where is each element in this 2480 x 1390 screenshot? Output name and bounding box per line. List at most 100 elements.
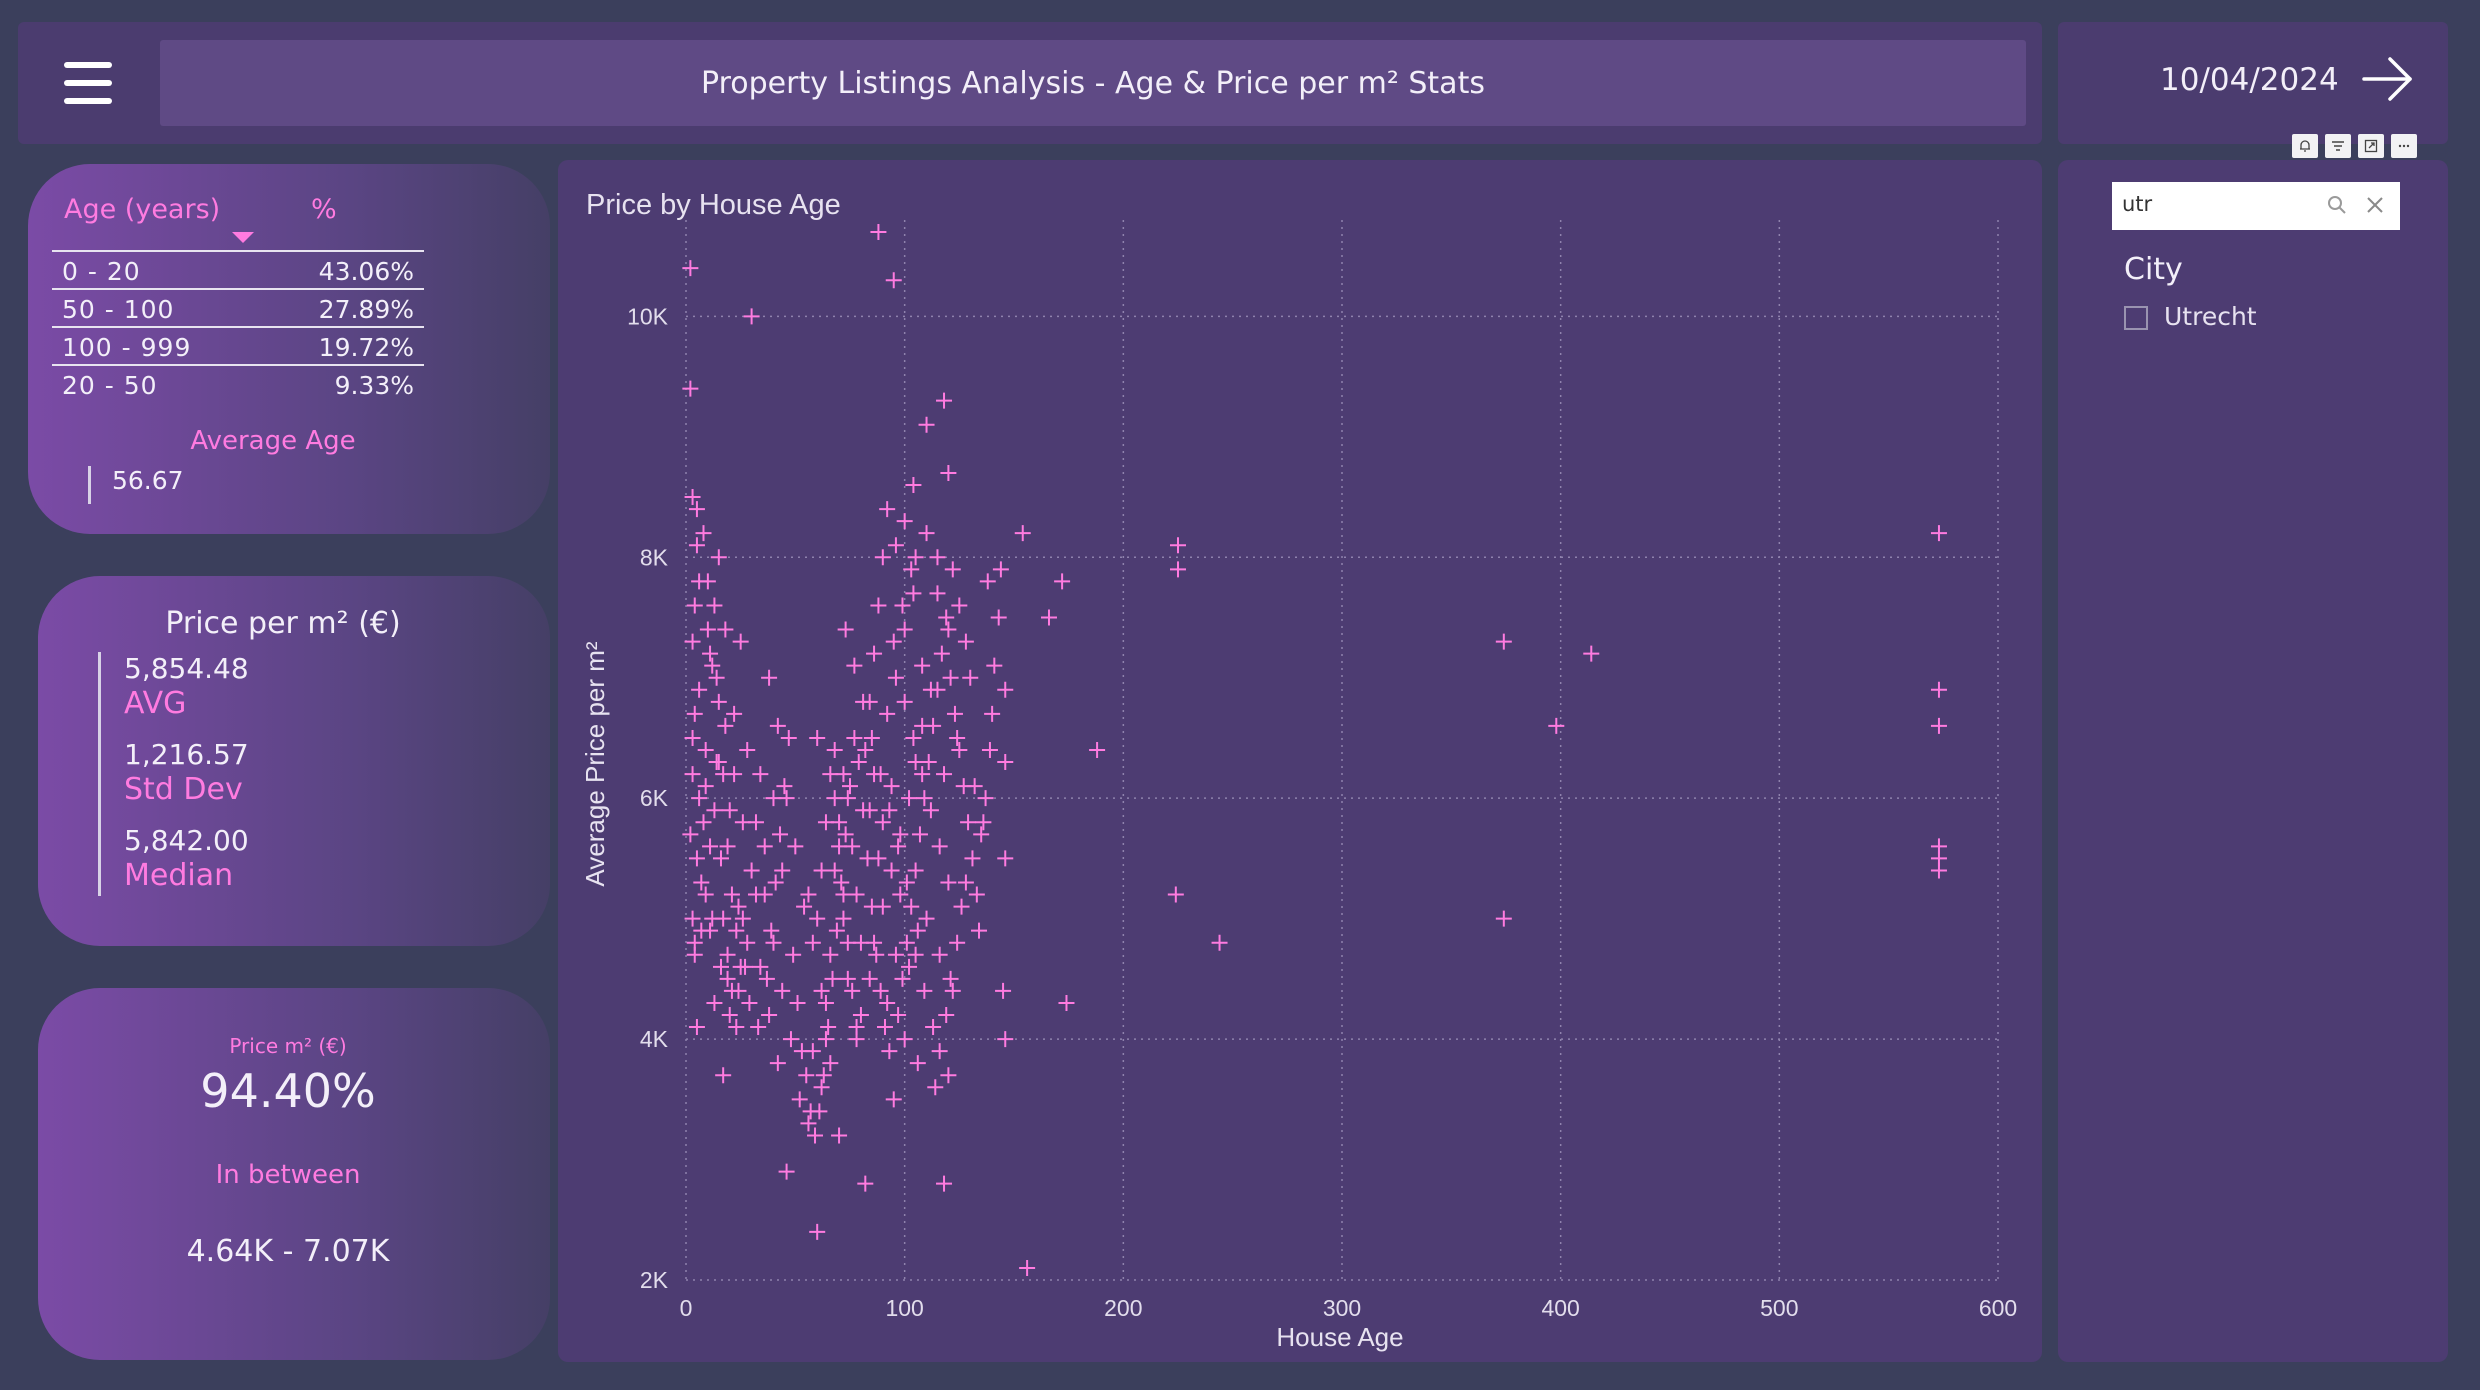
data-point[interactable] xyxy=(848,1031,865,1048)
data-point[interactable] xyxy=(817,994,834,1011)
data-point[interactable] xyxy=(752,958,769,975)
data-point[interactable] xyxy=(811,1103,828,1120)
table-row[interactable]: 0 - 20 43.06% xyxy=(52,250,424,290)
data-point[interactable] xyxy=(726,705,743,722)
data-point[interactable] xyxy=(971,922,988,939)
data-point[interactable] xyxy=(885,272,902,289)
data-point[interactable] xyxy=(1495,910,1512,927)
slicer-search-box[interactable]: utr xyxy=(2112,182,2400,230)
data-point[interactable] xyxy=(896,621,913,638)
data-point[interactable] xyxy=(1583,645,1600,662)
data-point[interactable] xyxy=(905,729,922,746)
data-point[interactable] xyxy=(896,513,913,530)
data-point[interactable] xyxy=(793,1043,810,1060)
data-point[interactable] xyxy=(721,802,738,819)
data-point[interactable] xyxy=(997,1031,1014,1048)
data-point[interactable] xyxy=(1930,681,1947,698)
data-point[interactable] xyxy=(885,633,902,650)
data-point[interactable] xyxy=(789,994,806,1011)
data-point[interactable] xyxy=(695,525,712,542)
data-point[interactable] xyxy=(756,838,773,855)
data-point[interactable] xyxy=(894,597,911,614)
data-point[interactable] xyxy=(896,1031,913,1048)
data-point[interactable] xyxy=(715,766,732,783)
data-point[interactable] xyxy=(750,1019,767,1036)
slicer-option-utrecht[interactable]: Utrecht xyxy=(2164,302,2257,331)
data-point[interactable] xyxy=(826,742,843,758)
data-point[interactable] xyxy=(1014,525,1031,542)
data-point[interactable] xyxy=(822,946,839,963)
data-point[interactable] xyxy=(1040,609,1057,626)
data-point[interactable] xyxy=(741,994,758,1011)
data-point[interactable] xyxy=(951,597,968,614)
data-point[interactable] xyxy=(866,934,883,951)
data-point[interactable] xyxy=(846,657,863,674)
data-point[interactable] xyxy=(925,717,942,734)
data-point[interactable] xyxy=(870,597,887,614)
data-point[interactable] xyxy=(796,898,813,915)
data-point[interactable] xyxy=(758,970,775,987)
data-point[interactable] xyxy=(938,609,955,626)
data-point[interactable] xyxy=(691,681,708,698)
data-point[interactable] xyxy=(778,1163,795,1180)
data-point[interactable] xyxy=(844,982,861,999)
data-point[interactable] xyxy=(732,958,749,975)
data-point[interactable] xyxy=(933,645,950,662)
data-point[interactable] xyxy=(863,729,880,746)
data-point[interactable] xyxy=(761,669,778,686)
data-point[interactable] xyxy=(960,814,977,831)
data-point[interactable] xyxy=(1211,934,1228,951)
data-point[interactable] xyxy=(717,717,734,734)
filter-icon[interactable] xyxy=(2325,134,2351,158)
data-point[interactable] xyxy=(682,380,699,397)
data-point[interactable] xyxy=(881,1043,898,1060)
data-point[interactable] xyxy=(931,838,948,855)
data-point[interactable] xyxy=(835,910,852,927)
data-point[interactable] xyxy=(1019,1259,1036,1276)
table-row[interactable]: 100 - 999 19.72% xyxy=(52,326,424,366)
data-point[interactable] xyxy=(922,802,939,819)
data-point[interactable] xyxy=(940,874,957,891)
data-point[interactable] xyxy=(837,826,854,843)
data-point[interactable] xyxy=(831,838,848,855)
data-point[interactable] xyxy=(1548,717,1565,734)
utrecht-checkbox[interactable] xyxy=(2124,306,2148,330)
data-point[interactable] xyxy=(798,1067,815,1084)
arrow-right-icon[interactable] xyxy=(2358,52,2418,106)
data-point[interactable] xyxy=(997,850,1014,867)
data-point[interactable] xyxy=(824,970,841,987)
data-point[interactable] xyxy=(772,826,789,843)
data-point[interactable] xyxy=(697,886,714,903)
data-point[interactable] xyxy=(804,934,821,951)
data-point[interactable] xyxy=(874,814,891,831)
data-point[interactable] xyxy=(693,874,710,891)
data-point[interactable] xyxy=(936,766,953,783)
data-point[interactable] xyxy=(898,874,915,891)
data-point[interactable] xyxy=(820,1019,837,1036)
data-point[interactable] xyxy=(1054,573,1071,590)
data-point[interactable] xyxy=(870,224,887,241)
data-point[interactable] xyxy=(780,729,797,746)
data-point[interactable] xyxy=(837,621,854,638)
data-point[interactable] xyxy=(979,573,996,590)
data-point[interactable] xyxy=(936,1175,953,1192)
data-point[interactable] xyxy=(866,645,883,662)
data-point[interactable] xyxy=(809,729,826,746)
data-point[interactable] xyxy=(920,754,937,771)
data-point[interactable] xyxy=(964,850,981,867)
data-point[interactable] xyxy=(765,790,782,807)
data-point[interactable] xyxy=(903,561,920,578)
data-point[interactable] xyxy=(719,970,736,987)
data-point[interactable] xyxy=(809,910,826,927)
data-point[interactable] xyxy=(927,1079,944,1096)
data-point[interactable] xyxy=(940,1067,957,1084)
data-point[interactable] xyxy=(968,886,985,903)
data-point[interactable] xyxy=(898,934,915,951)
search-icon[interactable] xyxy=(2326,194,2348,216)
data-point[interactable] xyxy=(715,910,732,927)
data-point[interactable] xyxy=(944,982,961,999)
data-point[interactable] xyxy=(787,838,804,855)
data-point[interactable] xyxy=(715,1067,732,1084)
data-point[interactable] xyxy=(704,657,721,674)
data-point[interactable] xyxy=(975,814,992,831)
